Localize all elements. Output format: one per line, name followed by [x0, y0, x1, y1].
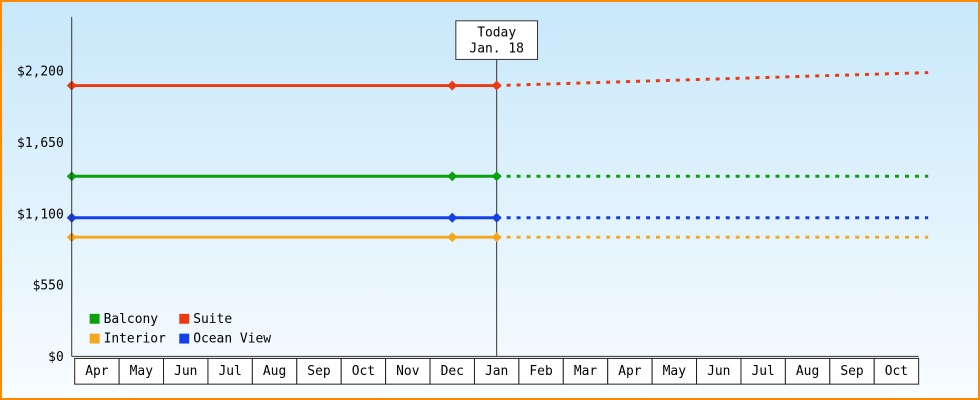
month-cell-box — [296, 357, 342, 385]
month-cell: May — [118, 357, 165, 385]
month-cell: Sep — [296, 357, 342, 385]
month-label: Oct — [352, 364, 375, 379]
legend-label: Ocean View — [193, 332, 271, 347]
month-cell-box — [163, 357, 209, 385]
month-cell: Oct — [873, 357, 920, 385]
month-cell: Aug — [251, 357, 298, 385]
month-cell: Aug — [784, 357, 831, 385]
month-label: Nov — [396, 364, 420, 379]
legend-swatch-suite — [179, 313, 190, 324]
month-cell: Jun — [696, 357, 742, 385]
month-label: May — [663, 364, 687, 379]
month-cell: Dec — [429, 357, 475, 385]
month-cell-box — [873, 357, 920, 385]
series-forecast-line-suite — [496, 71, 929, 88]
series-marker-balcony — [447, 171, 458, 182]
month-label: Dec — [441, 364, 464, 379]
legend-swatch-ocean-view — [179, 333, 190, 344]
series-marker-interior — [447, 232, 458, 243]
month-cell: Sep — [829, 357, 875, 385]
legend-item-balcony: Balcony — [89, 312, 159, 327]
legend-swatch-interior — [89, 333, 100, 344]
month-label: Jun — [174, 364, 197, 379]
month-cell-box — [518, 357, 564, 385]
legend-item-interior: Interior — [89, 332, 167, 347]
y-tick-label: $2,200 — [17, 65, 64, 80]
today-box-date: Jan. 18 — [469, 42, 523, 57]
y-tick-label: $1,100 — [17, 207, 64, 222]
today-box-title: Today — [477, 26, 516, 41]
y-tick-label: $550 — [33, 279, 64, 294]
legend-label: Balcony — [104, 312, 159, 327]
series-marker-ocean-view — [447, 212, 458, 223]
series-marker-suite — [447, 80, 458, 91]
month-label: Jan — [485, 364, 508, 379]
month-cell: Jul — [740, 357, 786, 385]
month-label: Apr — [618, 364, 642, 379]
legend-item-ocean-view: Ocean View — [179, 332, 271, 347]
month-label: Aug — [263, 364, 286, 379]
series-marker-ocean-view — [491, 212, 502, 223]
legend-item-suite: Suite — [179, 312, 232, 327]
month-cell-box — [473, 357, 520, 385]
legend-label: Suite — [193, 312, 232, 327]
month-cell: Nov — [385, 357, 431, 385]
today-box — [455, 20, 539, 60]
month-label: Jul — [751, 364, 774, 379]
month-label: May — [130, 364, 154, 379]
month-cell: Apr — [74, 357, 120, 385]
legend-swatch-balcony — [89, 313, 100, 324]
month-cell-box — [784, 357, 831, 385]
month-cell-box — [740, 357, 786, 385]
month-label: Sep — [840, 364, 863, 379]
month-cell: Apr — [607, 357, 653, 385]
month-label: Jun — [707, 364, 730, 379]
month-cell: Oct — [340, 357, 387, 385]
month-label: Sep — [307, 364, 330, 379]
month-label: Apr — [85, 364, 109, 379]
month-label: Jul — [218, 364, 241, 379]
legend-label: Interior — [104, 332, 167, 347]
series-marker-suite — [491, 80, 502, 91]
month-cell-box — [829, 357, 875, 385]
y-tick-label: $0 — [48, 350, 64, 365]
month-cell-box — [74, 357, 120, 385]
month-cell: Feb — [518, 357, 564, 385]
series-marker-interior — [491, 232, 502, 243]
month-cell: May — [651, 357, 698, 385]
month-cell-box — [651, 357, 698, 385]
series-marker-balcony — [491, 171, 502, 182]
month-cell: Jun — [163, 357, 209, 385]
month-label: Oct — [885, 364, 908, 379]
month-cell-box — [385, 357, 431, 385]
month-label: Mar — [574, 364, 598, 379]
month-label: Aug — [796, 364, 819, 379]
month-cell: Mar — [562, 357, 609, 385]
month-cell: Jan — [473, 357, 520, 385]
month-label: Feb — [529, 364, 552, 379]
month-cell: Jul — [207, 357, 253, 385]
y-tick-label: $1,650 — [17, 136, 64, 151]
month-cell-box — [118, 357, 165, 385]
month-cell-box — [607, 357, 653, 385]
